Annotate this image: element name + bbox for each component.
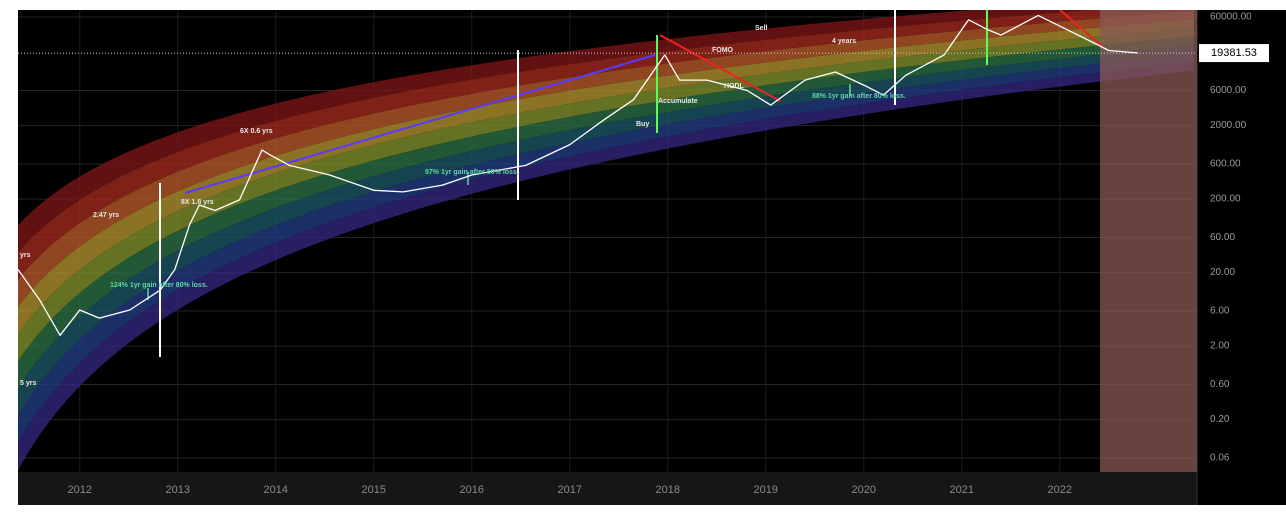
y-tick-label: 0.60 — [1210, 379, 1230, 390]
y-tick-label: 2000.00 — [1210, 120, 1247, 131]
annotation: 88% 1yr gain after 80% loss. — [812, 93, 906, 100]
y-tick-label: 2.00 — [1210, 341, 1230, 352]
rainbow-band — [18, 36, 1194, 389]
annotation: 124% 1yr gain after 80% loss. — [110, 282, 208, 289]
rainbow-band — [18, 61, 1194, 471]
annotation: 4 years — [832, 38, 856, 45]
annotation: 97% 1yr gain after 80% loss. — [425, 169, 519, 176]
rainbow-band — [18, 44, 1194, 416]
drawdown-arrow — [659, 34, 781, 102]
annotation: Buy — [636, 121, 649, 128]
rainbow-band — [18, 10, 1091, 253]
y-tick-label: 200.00 — [1210, 194, 1241, 205]
y-tick-label: 20.00 — [1210, 267, 1235, 278]
x-tick-label: 2022 — [1048, 484, 1072, 496]
rainbow-band — [18, 19, 1194, 335]
x-tick-label: 2016 — [460, 484, 484, 496]
annotation: Accumulate — [658, 98, 698, 105]
rainbow-band — [18, 27, 1194, 362]
rainbow-band — [18, 53, 1194, 443]
annotation: 5 yrs — [20, 380, 36, 387]
x-tick-label: 2019 — [754, 484, 778, 496]
annotation: 6X 0.6 yrs — [240, 128, 273, 135]
annotation: 8X 1.8 yrs — [181, 199, 214, 206]
rainbow-band — [18, 10, 1194, 280]
x-tick-label: 2014 — [264, 484, 288, 496]
y-tick-label: 6.00 — [1210, 306, 1230, 317]
last-value-label: 19381.53 — [1211, 47, 1257, 59]
annotation: 2.47 yrs — [93, 212, 119, 219]
annotation: FOMO — [712, 47, 734, 54]
y-tick-label: 60000.00 — [1210, 12, 1252, 23]
y-tick-label: 0.20 — [1210, 414, 1230, 425]
y-tick-label: 60.00 — [1210, 232, 1235, 243]
x-tick-label: 2012 — [68, 484, 92, 496]
annotation: HODL — [724, 83, 745, 90]
y-tick-label: 6000.00 — [1210, 85, 1247, 96]
last-value-box — [1199, 44, 1269, 63]
shaded-region — [1100, 10, 1197, 472]
x-tick-label: 2017 — [558, 484, 582, 496]
y-tick-label: 0.06 — [1210, 453, 1230, 464]
x-tick-label: 2020 — [852, 484, 876, 496]
annotation: Sell — [755, 25, 768, 32]
trend-line — [184, 54, 656, 194]
annotation: yrs — [20, 252, 31, 259]
x-axis-strip — [18, 472, 1197, 505]
rainbow-band — [18, 10, 1194, 307]
price-line — [18, 14, 1139, 336]
annotations: yrs 2.47 yrs 8X 1.8 yrs 6X 0.6 yrs 124% … — [20, 25, 906, 387]
x-tick-label: 2013 — [166, 484, 190, 496]
x-tick-label: 2015 — [362, 484, 386, 496]
x-tick-label: 2018 — [656, 484, 680, 496]
y-tick-label: 600.00 — [1210, 159, 1241, 170]
drawdown-arrow — [1059, 10, 1104, 48]
x-tick-label: 2021 — [950, 484, 974, 496]
